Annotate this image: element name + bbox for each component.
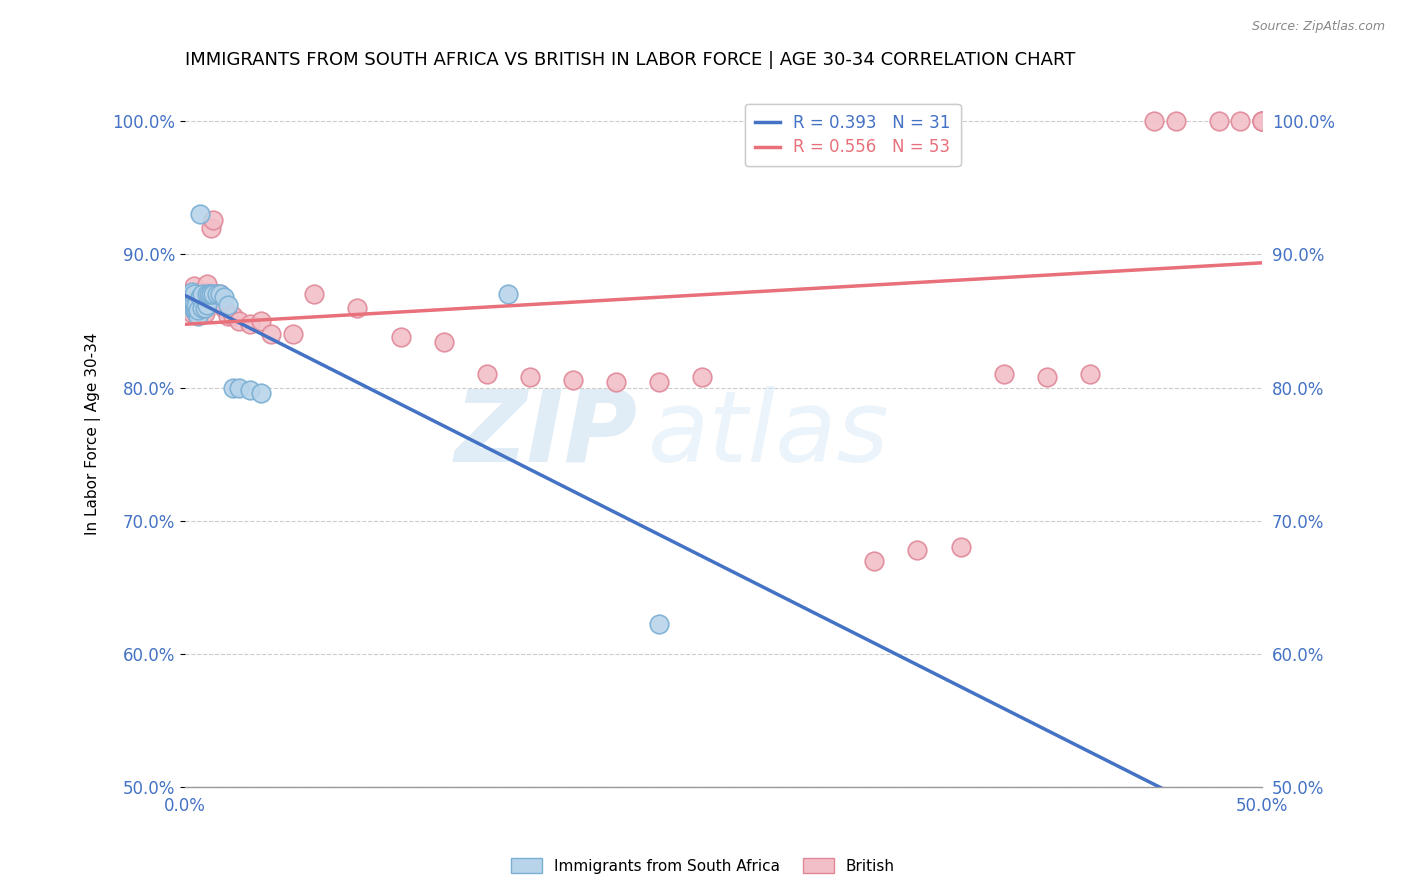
Point [648, 375, 671, 389]
Point [204, 287, 226, 301]
Text: Source: ZipAtlas.com: Source: ZipAtlas.com [1251, 20, 1385, 33]
Point [200, 287, 222, 301]
Point [690, 369, 713, 384]
Point [249, 314, 271, 328]
Point [304, 287, 326, 301]
Point [228, 314, 250, 328]
Point [184, 301, 207, 315]
Point [281, 327, 304, 342]
Point [1208, 114, 1230, 128]
Point [183, 279, 205, 293]
Point [260, 327, 283, 342]
Point [179, 301, 201, 315]
Point [180, 285, 202, 299]
Point [180, 298, 202, 312]
Point [179, 295, 201, 310]
Point [202, 287, 225, 301]
Point [200, 220, 222, 235]
Point [191, 301, 214, 315]
Point [184, 298, 207, 312]
Point [561, 372, 583, 386]
Y-axis label: In Labor Force | Age 30-34: In Labor Force | Age 30-34 [86, 333, 101, 535]
Point [183, 303, 205, 318]
Point [198, 287, 221, 301]
Point [217, 298, 239, 312]
Point [195, 298, 218, 312]
Point [184, 303, 207, 318]
Point [221, 309, 243, 323]
Point [207, 287, 229, 301]
Point [184, 303, 207, 318]
Point [212, 290, 235, 304]
Point [249, 385, 271, 400]
Point [221, 380, 243, 394]
Point [1078, 367, 1101, 381]
Point [188, 290, 211, 304]
Point [217, 309, 239, 323]
Point [195, 277, 218, 291]
Point [198, 287, 221, 301]
Point [389, 330, 412, 344]
Point [183, 295, 205, 310]
Point [187, 303, 209, 318]
Point [1164, 114, 1187, 128]
Point [239, 383, 262, 397]
Point [191, 306, 214, 320]
Point [1229, 114, 1251, 128]
Point [187, 306, 209, 320]
Point [1251, 114, 1274, 128]
Point [208, 287, 231, 301]
Point [180, 287, 202, 301]
Point [188, 298, 211, 312]
Point [519, 369, 541, 384]
Point [179, 290, 201, 304]
Point [187, 309, 209, 323]
Point [184, 306, 207, 320]
Point [180, 306, 202, 320]
Point [949, 540, 972, 554]
Point [188, 207, 211, 221]
Point [188, 303, 211, 318]
Point [212, 301, 235, 315]
Point [475, 367, 498, 381]
Point [432, 335, 454, 350]
Point [1035, 369, 1057, 384]
Point [496, 287, 519, 301]
Point [228, 380, 250, 394]
Point [208, 287, 231, 301]
Point [907, 542, 929, 557]
Point [993, 367, 1015, 381]
Point [239, 317, 262, 331]
Point [1251, 114, 1274, 128]
Point [187, 301, 209, 315]
Legend: Immigrants from South Africa, British: Immigrants from South Africa, British [505, 852, 901, 880]
Point [176, 303, 198, 318]
Point [183, 287, 205, 301]
Point [863, 553, 886, 567]
Text: ZIP: ZIP [454, 385, 637, 483]
Point [346, 301, 368, 315]
Text: IMMIGRANTS FROM SOUTH AFRICA VS BRITISH IN LABOR FORCE | AGE 30-34 CORRELATION C: IMMIGRANTS FROM SOUTH AFRICA VS BRITISH … [186, 51, 1076, 69]
Text: atlas: atlas [648, 385, 890, 483]
Point [648, 617, 671, 632]
Point [183, 287, 205, 301]
Point [195, 287, 218, 301]
Point [1251, 114, 1274, 128]
Point [1143, 114, 1166, 128]
Point [195, 285, 218, 299]
Point [202, 212, 225, 227]
Point [193, 306, 215, 320]
Point [605, 375, 627, 389]
Legend: R = 0.393   N = 31, R = 0.556   N = 53: R = 0.393 N = 31, R = 0.556 N = 53 [745, 103, 960, 167]
Point [191, 287, 214, 301]
Point [193, 301, 215, 315]
